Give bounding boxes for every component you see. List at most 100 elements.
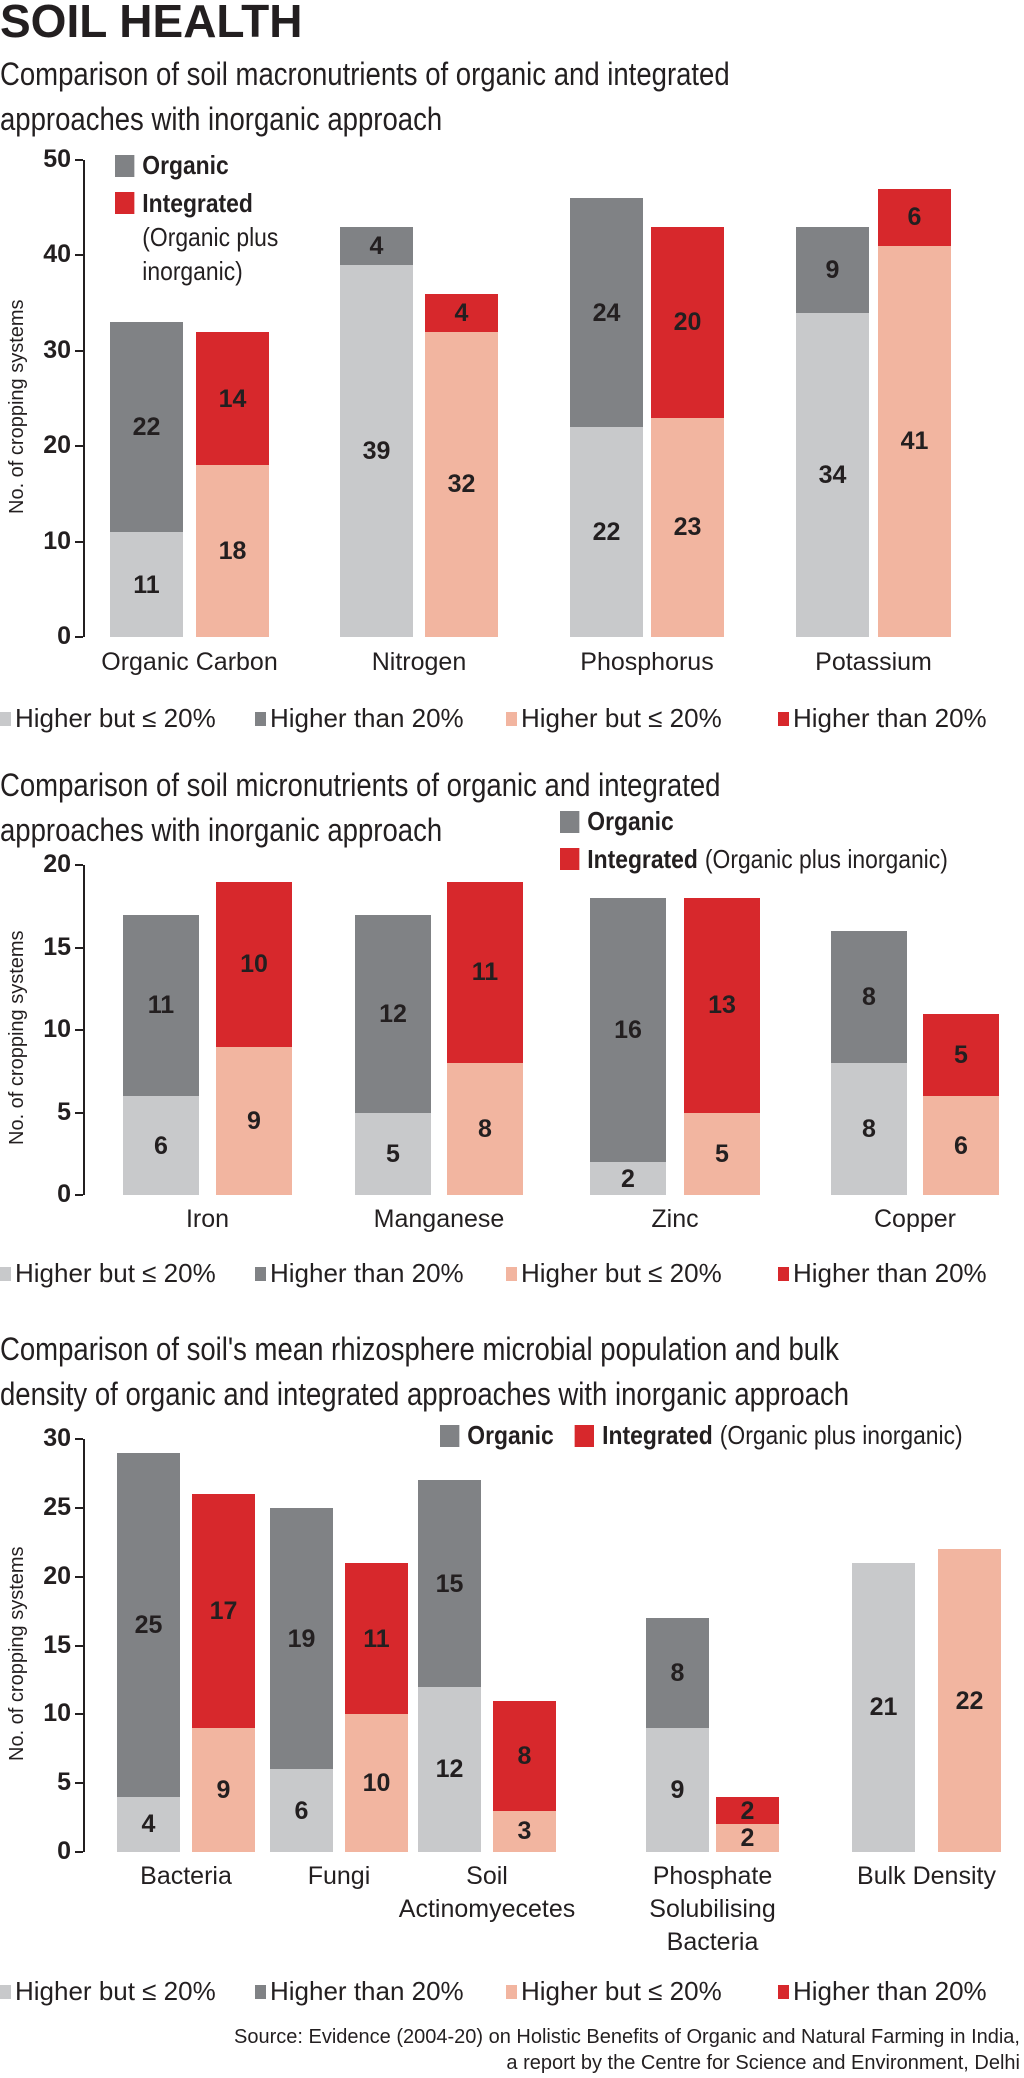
organic-low-bar[interactable] <box>831 1063 907 1195</box>
integrated-high-bar[interactable] <box>716 1796 779 1825</box>
integrated-low-bar[interactable] <box>196 465 269 637</box>
legend-integrated-note: (Organic plus inorganic) <box>719 1420 963 1450</box>
organic-low-bar[interactable] <box>570 427 643 637</box>
bar-value-label: 13 <box>708 991 736 1020</box>
source-note: Source: Evidence (2004-20) on Holistic B… <box>234 2026 1020 2074</box>
organic-low-bar[interactable] <box>123 1096 199 1195</box>
integrated-low-bar[interactable] <box>651 417 724 637</box>
organic-low-bar[interactable] <box>340 264 413 637</box>
organic-high-bar[interactable] <box>831 931 907 1063</box>
bar-value-label: 18 <box>218 537 247 566</box>
bar-value-label: 11 <box>471 958 499 987</box>
organic-low-bar[interactable] <box>418 1686 481 1852</box>
bar-value-label: 2 <box>740 1796 755 1825</box>
integrated-high-bar[interactable] <box>345 1562 408 1715</box>
organic-low-bar[interactable] <box>796 312 869 637</box>
organic-low-bar[interactable] <box>852 1562 915 1852</box>
category-label: Phosphate Solubilising Bacteria <box>649 1862 776 1956</box>
organic-swatch <box>560 810 580 833</box>
bar-value-label: 9 <box>670 1776 685 1805</box>
integrated-low-bar[interactable] <box>923 1096 999 1195</box>
bar-value-label: 9 <box>247 1106 261 1135</box>
legend-organic: Organic <box>115 150 236 181</box>
legend-item-label: Higher than 20% <box>270 703 464 733</box>
y-tick-label: 40 <box>43 240 71 269</box>
organic-high-bar[interactable] <box>570 198 643 428</box>
organic-high-bar[interactable] <box>270 1507 333 1770</box>
organic-low-bar[interactable] <box>590 1162 666 1195</box>
bar-value-label: 12 <box>379 999 407 1028</box>
integrated-low-bar[interactable] <box>716 1824 779 1852</box>
integrated-low-bar[interactable] <box>216 1046 292 1195</box>
legend-item: Higher than 20% <box>255 1976 464 2007</box>
integrated-high-bar[interactable] <box>684 898 760 1113</box>
bar-value-label: 8 <box>670 1659 685 1688</box>
legend-integrated-note: (Organic plus inorganic) <box>704 844 948 874</box>
bar-value-label: 11 <box>147 991 175 1020</box>
legend-integrated-note: (Organic plus inorganic) <box>142 222 279 286</box>
y-tick-label: 20 <box>43 431 71 460</box>
bar-value-label: 39 <box>362 436 391 465</box>
organic-high-bar[interactable] <box>796 226 869 313</box>
integrated-low-bar[interactable] <box>447 1063 523 1195</box>
bar-value-label: 6 <box>154 1131 168 1160</box>
legend-swatch <box>0 1984 11 1999</box>
organic-high-bar[interactable] <box>418 1480 481 1687</box>
legend-integrated: Integrated (Organic plus inorganic) <box>115 186 278 288</box>
integrated-low-bar[interactable] <box>425 331 498 637</box>
bar-value-label: 8 <box>517 1741 532 1770</box>
y-tick-label: 30 <box>43 1424 71 1452</box>
organic-high-bar[interactable] <box>646 1617 709 1729</box>
legend-organic-label: Organic <box>142 150 229 180</box>
bar-value-label: 22 <box>955 1686 984 1715</box>
integrated-high-bar[interactable] <box>192 1494 255 1729</box>
integrated-low-bar[interactable] <box>938 1549 1001 1852</box>
organic-low-bar[interactable] <box>117 1796 180 1852</box>
bar-value-label: 16 <box>614 1016 642 1044</box>
y-tick <box>75 1029 83 1031</box>
bar-value-label: 5 <box>715 1139 729 1168</box>
organic-high-bar[interactable] <box>590 898 666 1162</box>
organic-low-bar[interactable] <box>110 532 183 637</box>
y-tick-label: 10 <box>43 526 71 555</box>
integrated-high-bar[interactable] <box>196 331 269 466</box>
y-axis-label: No. of cropping systems <box>6 298 28 514</box>
integrated-low-bar[interactable] <box>684 1112 760 1195</box>
organic-low-bar[interactable] <box>270 1769 333 1852</box>
y-tick <box>75 1438 83 1440</box>
integrated-high-bar[interactable] <box>425 293 498 332</box>
legend-item: Higher but ≤ 20% <box>0 1258 216 1289</box>
organic-high-bar[interactable] <box>355 914 431 1113</box>
legend-swatch <box>255 1266 266 1281</box>
organic-high-bar[interactable] <box>117 1452 180 1797</box>
integrated-high-bar[interactable] <box>493 1700 556 1811</box>
integrated-swatch <box>115 192 135 214</box>
bar-value-label: 12 <box>435 1755 464 1784</box>
bar-value-label: 6 <box>294 1796 309 1825</box>
organic-low-bar[interactable] <box>355 1112 431 1195</box>
legend-swatch <box>255 1984 266 1999</box>
category-label: Potassium <box>815 648 932 676</box>
legend-item: Higher but ≤ 20% <box>0 1976 216 2007</box>
y-tick <box>75 445 83 448</box>
integrated-high-bar[interactable] <box>216 881 292 1047</box>
y-axis <box>83 1439 85 1852</box>
organic-low-bar[interactable] <box>646 1728 709 1852</box>
organic-high-bar[interactable] <box>123 914 199 1096</box>
y-tick-label: 0 <box>57 622 71 650</box>
integrated-high-bar[interactable] <box>447 881 523 1063</box>
integrated-low-bar[interactable] <box>493 1810 556 1852</box>
organic-high-bar[interactable] <box>110 322 183 533</box>
bar-value-label: 8 <box>862 1115 876 1143</box>
bar-value-label: 9 <box>216 1776 231 1805</box>
integrated-low-bar[interactable] <box>345 1714 408 1852</box>
integrated-high-bar[interactable] <box>651 226 724 418</box>
y-tick-label: 15 <box>43 1630 71 1659</box>
integrated-high-bar[interactable] <box>923 1013 999 1096</box>
integrated-low-bar[interactable] <box>192 1728 255 1852</box>
bar-value-label: 41 <box>900 427 929 456</box>
organic-high-bar[interactable] <box>340 226 413 265</box>
integrated-high-bar[interactable] <box>878 188 951 246</box>
legend-integrated-label: Integrated <box>587 844 698 874</box>
integrated-low-bar[interactable] <box>878 245 951 637</box>
